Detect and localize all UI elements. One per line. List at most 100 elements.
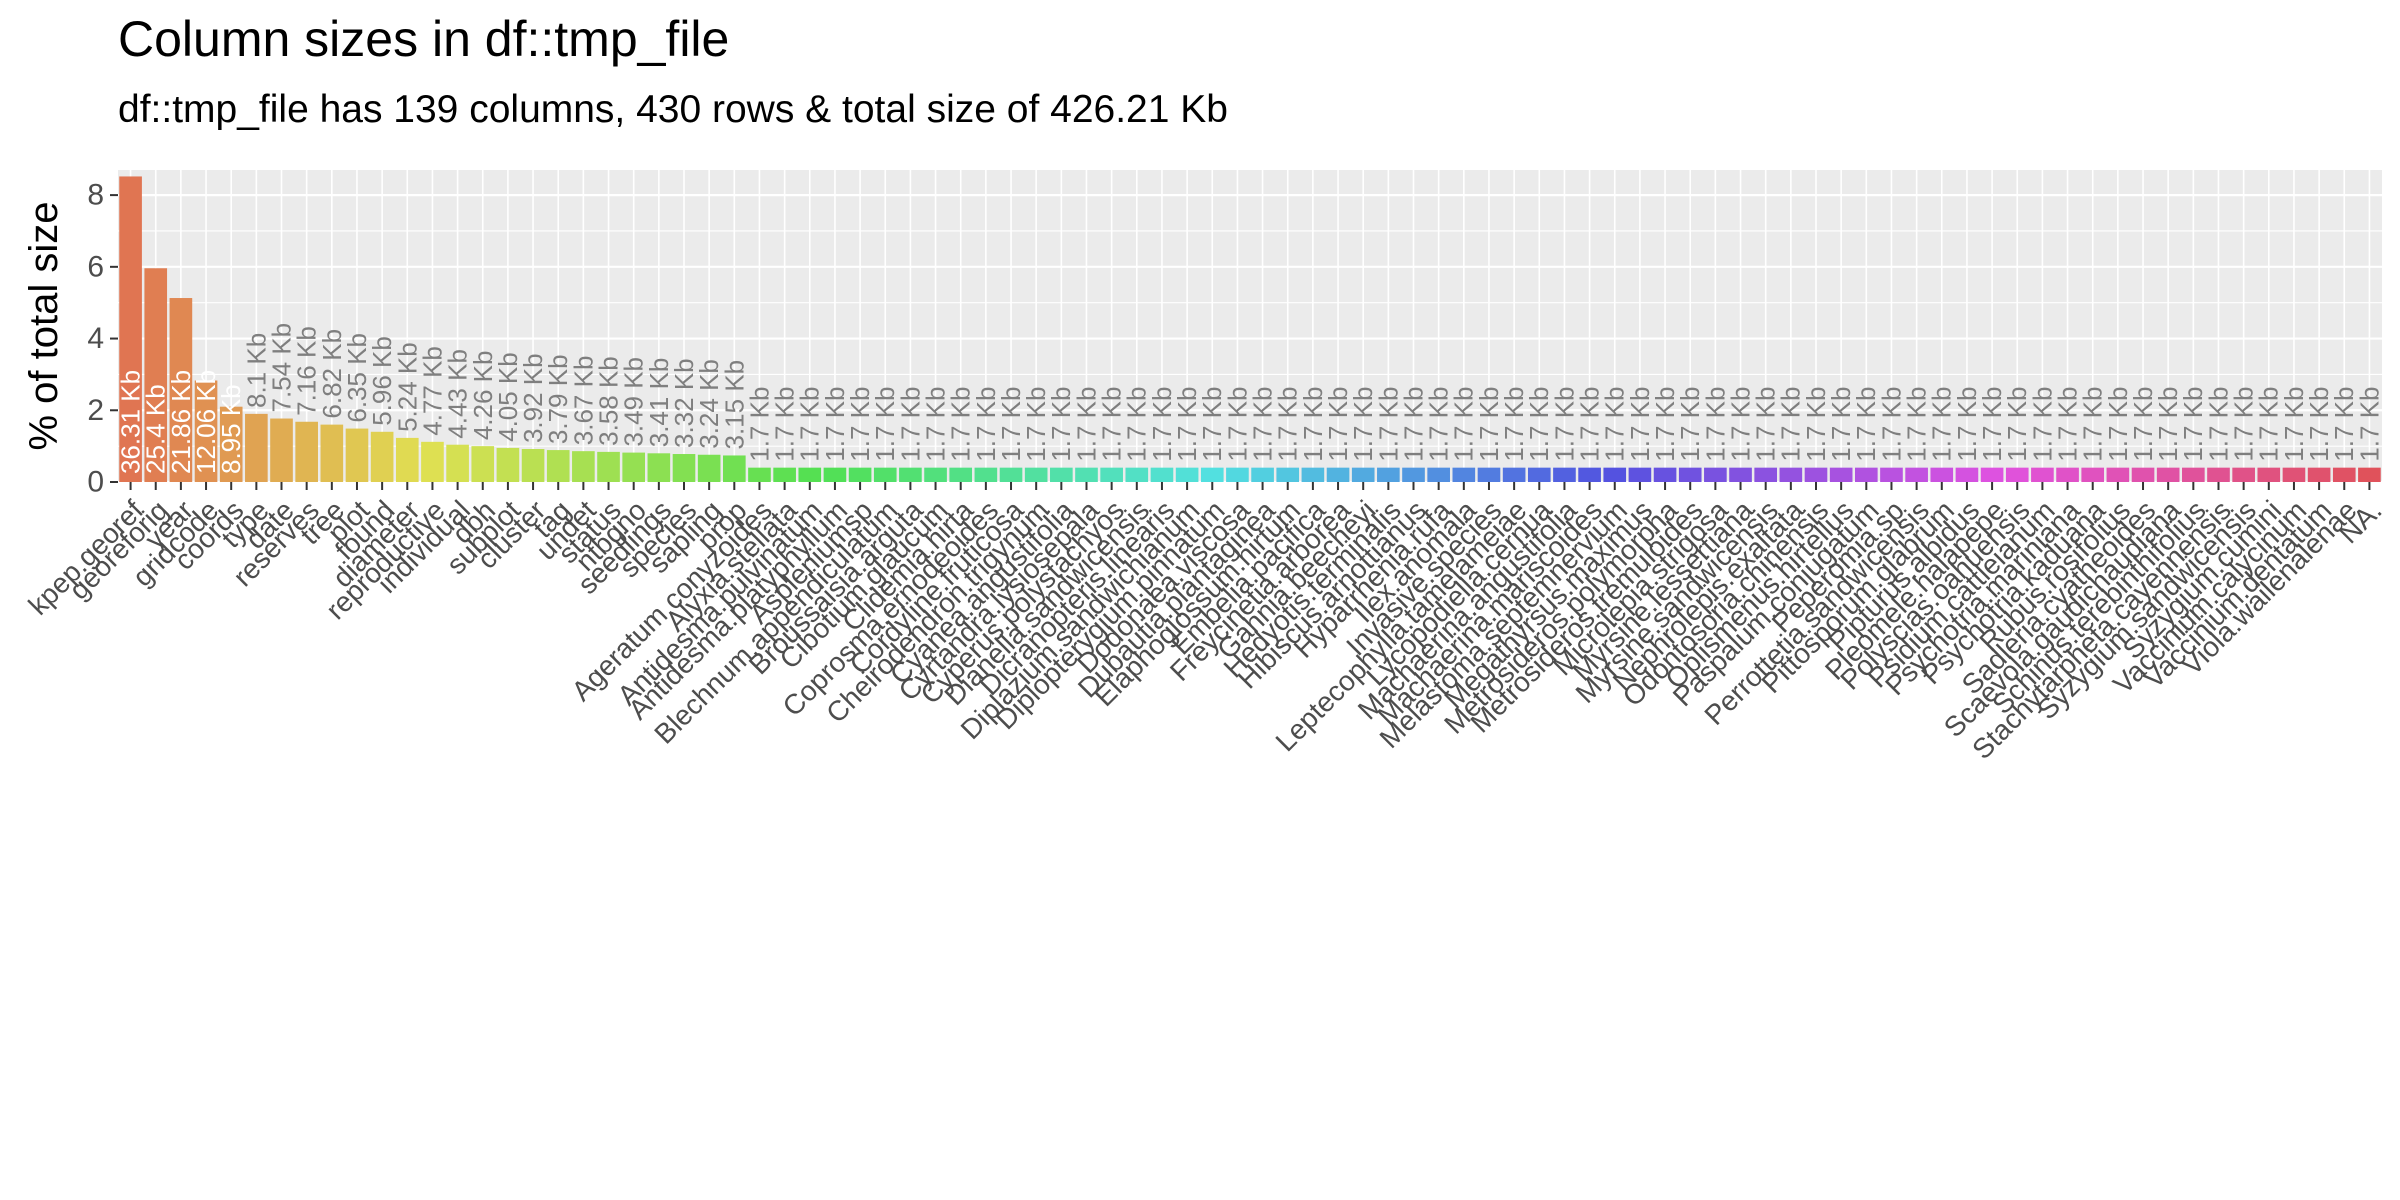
bar-value-label: 1.7 Kb: [1952, 386, 1982, 461]
bar-value-label: 1.7 Kb: [1097, 386, 1127, 461]
bar: [2232, 467, 2255, 482]
bar-value-label: 1.7 Kb: [2279, 387, 2309, 462]
bar: [1326, 467, 1350, 482]
bar-value-label: 21.86 Kb: [166, 370, 196, 474]
bar: [1553, 467, 1576, 482]
bar: [1955, 467, 1979, 482]
bar: [572, 451, 595, 482]
y-tick-label: 6: [87, 250, 104, 283]
bar-value-label: 3.67 Kb: [568, 356, 598, 446]
bar: [974, 467, 998, 482]
bar: [622, 452, 646, 482]
bar-value-label: 1.7 Kb: [2178, 386, 2208, 461]
bar: [2257, 467, 2281, 482]
bar-value-label: 1.7 Kb: [2229, 386, 2259, 461]
bar-value-label: 1.7 Kb: [1348, 387, 1378, 462]
bar: [2358, 467, 2381, 482]
bar: [1175, 467, 1199, 482]
bar-value-label: 8.1 Kb: [241, 333, 271, 408]
bar-value-label: 1.7 Kb: [1172, 387, 1202, 462]
bar: [219, 406, 243, 482]
bar-value-label: 1.7 Kb: [1524, 387, 1554, 462]
bar: [1452, 467, 1476, 482]
bar: [1502, 467, 1526, 482]
bar-value-label: 1.7 Kb: [2153, 387, 2183, 462]
bar: [471, 446, 495, 482]
bar-value-label: 1.7 Kb: [921, 387, 951, 462]
bar: [295, 421, 318, 482]
bar-value-label: 1.7 Kb: [1575, 387, 1605, 462]
bar-value-label: 1.7 Kb: [1046, 386, 1076, 461]
bar-value-label: 1.7 Kb: [2053, 387, 2083, 462]
bar-value-label: 4.05 Kb: [493, 352, 523, 442]
bar-value-label: 1.7 Kb: [870, 386, 900, 461]
bar-value-label: 3.92 Kb: [518, 353, 548, 443]
bar: [245, 413, 268, 482]
bar: [496, 447, 520, 482]
bar: [924, 467, 947, 482]
bar-value-label: 1.7 Kb: [895, 387, 925, 462]
bar-value-label: 1.7 Kb: [1373, 387, 1403, 462]
bar: [1276, 467, 1300, 482]
bar: [1930, 467, 1954, 482]
bar-value-label: 1.7 Kb: [1625, 387, 1655, 462]
bar: [446, 444, 469, 482]
bar: [119, 176, 142, 482]
bar-value-label: 1.7 Kb: [1499, 386, 1529, 461]
bar-value-label: 1.7 Kb: [1222, 387, 1252, 462]
bar: [1754, 467, 1778, 482]
bar: [2282, 467, 2306, 482]
bar-value-label: 7.16 Kb: [292, 326, 322, 416]
bar-value-label: 1.7 Kb: [1273, 386, 1303, 461]
bar-value-label: 1.7 Kb: [1424, 387, 1454, 462]
y-tick-label: 2: [87, 394, 104, 427]
plot-panel: [118, 170, 2382, 482]
bar: [748, 467, 771, 482]
bar: [1427, 467, 1450, 482]
bar: [1704, 467, 1727, 482]
bar-value-label: 1.7 Kb: [1398, 387, 1428, 462]
bar: [2106, 467, 2130, 482]
bar: [1729, 467, 1752, 482]
bar-value-label: 5.24 Kb: [392, 342, 422, 432]
bar: [1150, 467, 1174, 482]
bar: [2307, 467, 2331, 482]
bar-value-label: 1.7 Kb: [2103, 387, 2133, 462]
bar: [1075, 467, 1098, 482]
bar: [798, 467, 822, 482]
bar: [1226, 467, 1249, 482]
y-tick-label: 8: [87, 179, 104, 212]
y-axis: 0 2 4 6 8: [87, 179, 118, 499]
bar-value-label: 1.7 Kb: [1147, 387, 1177, 462]
bar-value-label: 1.7 Kb: [795, 387, 825, 462]
bar: [1200, 467, 1224, 482]
bar: [1301, 467, 1325, 482]
bar: [395, 437, 419, 482]
bar-value-label: 1.7 Kb: [1549, 386, 1579, 461]
bar: [1251, 467, 1274, 482]
bar-value-label: 1.7 Kb: [2354, 387, 2384, 462]
bar-value-label: 1.7 Kb: [1248, 387, 1278, 462]
bar: [647, 453, 671, 482]
bar-value-label: 1.7 Kb: [2027, 387, 2057, 462]
bar-value-label: 3.49 Kb: [619, 357, 649, 447]
bar: [2031, 467, 2054, 482]
bar-value-label: 1.7 Kb: [1927, 387, 1957, 462]
bar: [1854, 467, 1878, 482]
bar-value-label: 1.7 Kb: [1600, 387, 1630, 462]
bar: [2332, 467, 2356, 482]
bar-value-label: 12.06 Kb: [191, 370, 221, 474]
bar-value-label: 1.7 Kb: [1826, 387, 1856, 462]
bar-value-label: 1.7 Kb: [820, 386, 850, 461]
bar-value-label: 1.7 Kb: [1650, 387, 1680, 462]
bar: [1905, 467, 1928, 482]
bar-value-label: 1.7 Kb: [1725, 386, 1755, 461]
bar: [270, 418, 293, 482]
bar-value-label: 1.7 Kb: [1977, 387, 2007, 462]
bar-value-label: 1.7 Kb: [1323, 386, 1353, 461]
bar-value-label: 1.7 Kb: [946, 387, 976, 462]
bar-value-label: 1.7 Kb: [1449, 387, 1479, 462]
bar-value-label: 1.7 Kb: [1876, 387, 1906, 462]
bar: [1980, 467, 2004, 482]
